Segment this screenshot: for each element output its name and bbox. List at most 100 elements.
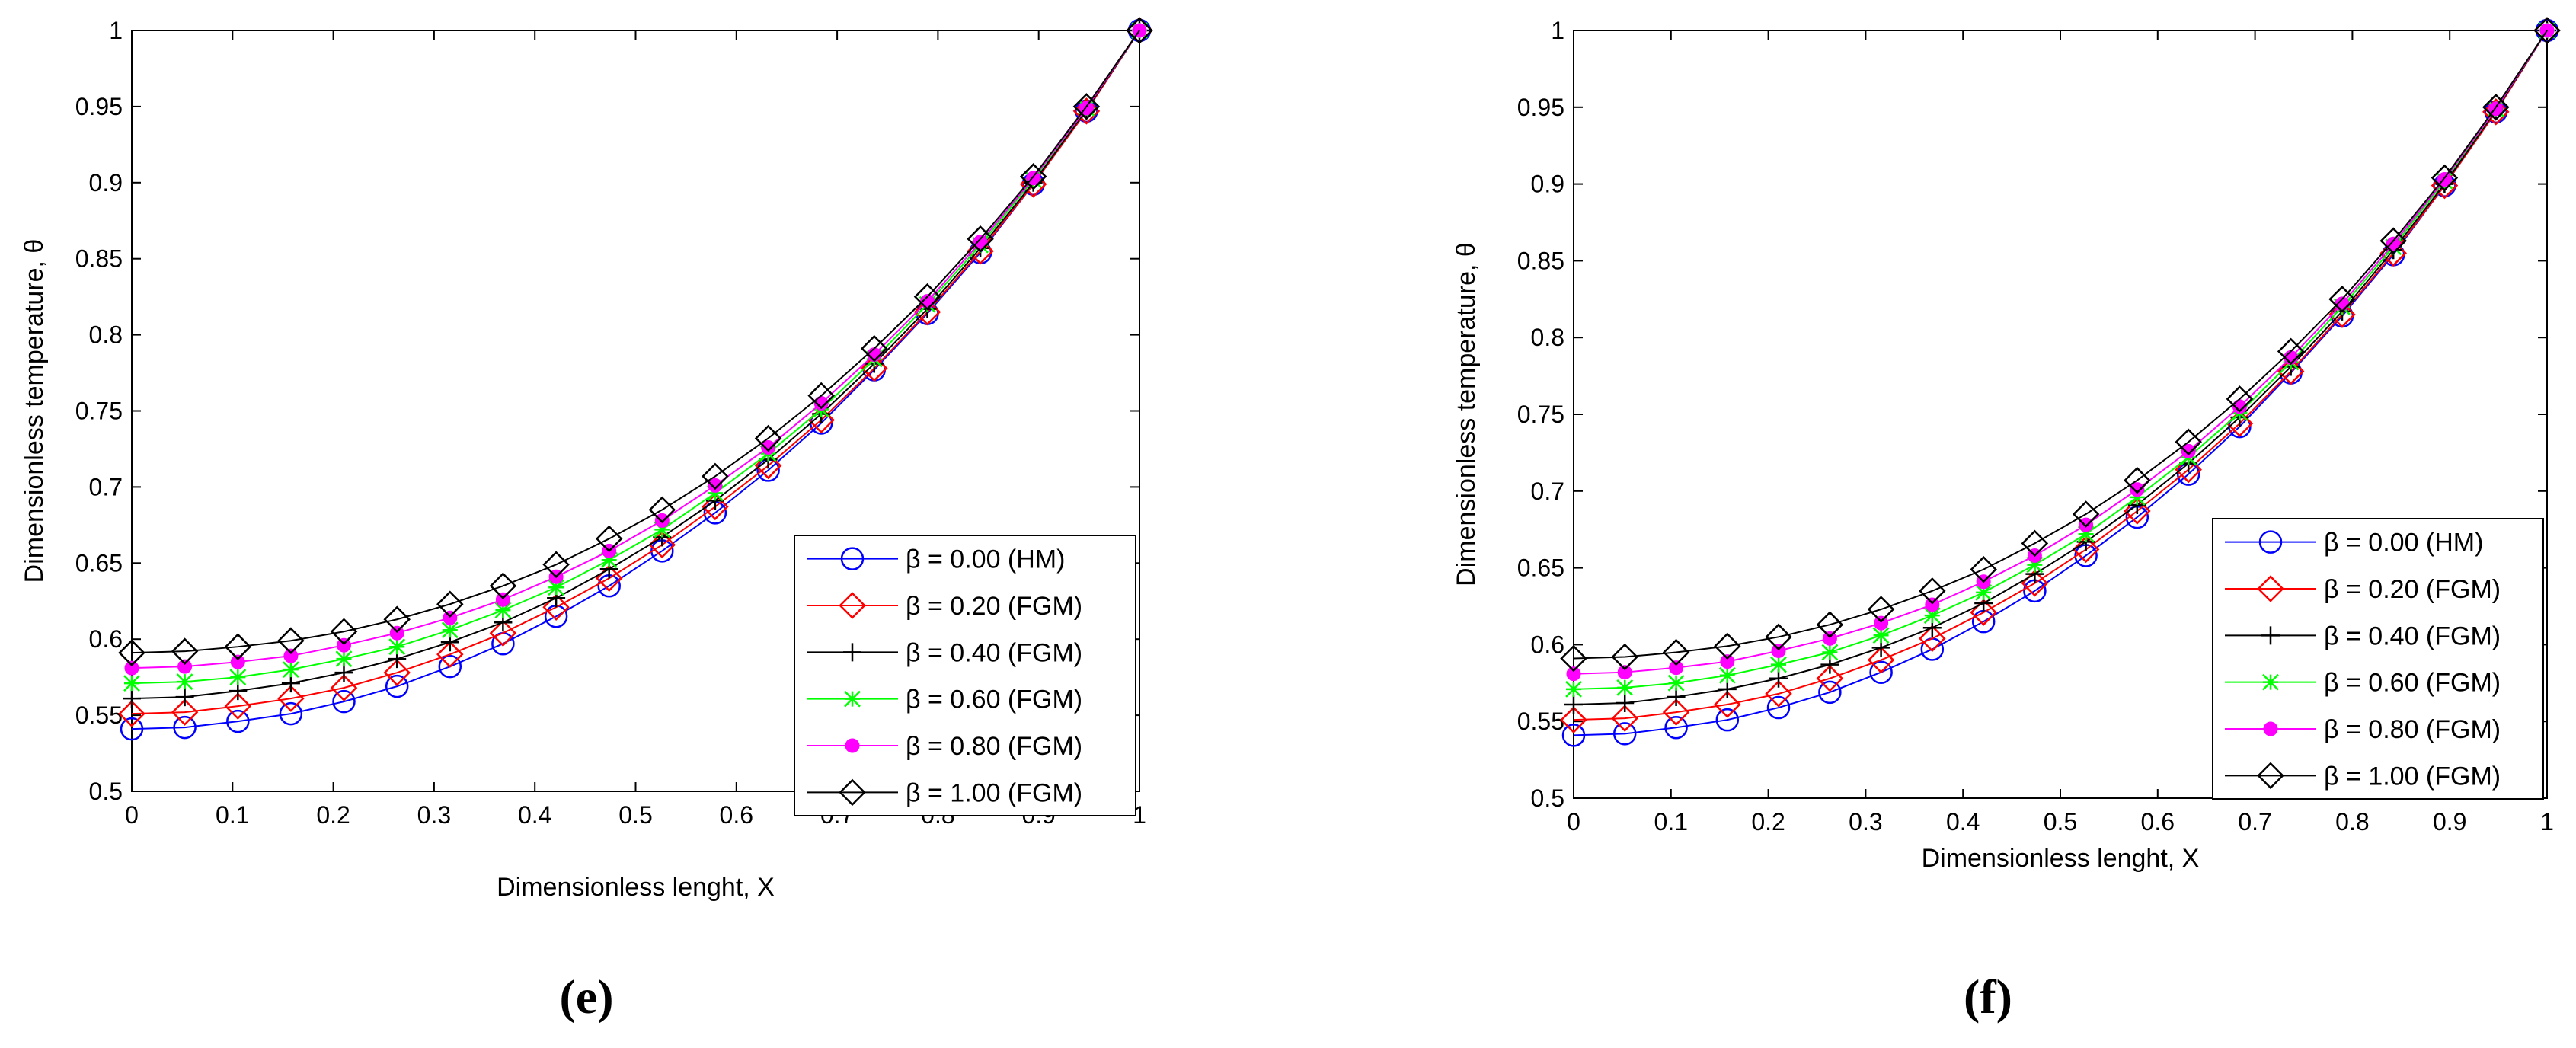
data-point: [761, 439, 776, 455]
chart-panel-f: 0 0.1 0.2 0.3 0.4 0.5 0.6 0.7 0.8 0.9 1 0.5 0.55 0.6 0…: [1452, 17, 2561, 1024]
legend: β = 0.00 (HM) β = 0.20 (FGM) β = 0.40 (FGM…: [794, 535, 1136, 816]
y-tick-label: 0.8: [1531, 324, 1564, 351]
x-tick-label: 0.9: [2433, 808, 2466, 836]
legend: β = 0.00 (HM) β = 0.20 (FGM) β = 0.40 (FGM…: [2212, 518, 2544, 800]
data-point: [595, 525, 623, 553]
x-tick-label: 0.6: [720, 801, 753, 829]
data-point: [2175, 455, 2202, 484]
data-point: [2021, 529, 2049, 558]
data-point: [489, 619, 517, 647]
x-tick-label: 0.3: [417, 801, 451, 829]
series-line: [1573, 30, 2548, 690]
data-point: [383, 659, 411, 686]
data-point: [441, 621, 459, 639]
data-point: [2077, 526, 2095, 543]
data-point: [1072, 97, 1101, 125]
legend-marker: [844, 690, 861, 708]
data-point: [708, 478, 723, 493]
data-point: [648, 496, 676, 524]
data-point: [1564, 695, 1583, 714]
x-tick-label: 0.1: [216, 801, 249, 829]
legend-marker: [2257, 762, 2284, 790]
data-point: [1874, 615, 1889, 631]
data-point: [2226, 385, 2254, 413]
legend-entry-label: β = 0.00 (HM): [906, 545, 1065, 574]
data-point: [1821, 644, 1839, 661]
data-point: [1565, 680, 1582, 698]
y-tick-label: 1: [109, 17, 123, 44]
legend-marker: [839, 592, 866, 619]
data-point: [1611, 643, 1638, 671]
y-tick-label: 0.8: [89, 321, 123, 349]
legend-box: [2212, 518, 2544, 800]
data-point: [1869, 660, 1893, 684]
series-line: [131, 30, 1140, 669]
data-point: [1925, 597, 1940, 612]
x-tick-label: 0.5: [2044, 808, 2077, 836]
data-point: [177, 659, 193, 674]
y-tick-label: 0.65: [75, 549, 123, 577]
chart-panel-e: 0 0.1 0.2 0.3 0.4 0.5 0.6 0.7 0.8 0.9 1 0.5 0.55 0.6 0…: [20, 17, 1153, 1024]
data-point: [1765, 680, 1792, 708]
data-point: [2533, 17, 2561, 44]
data-point: [1818, 680, 1842, 705]
data-point: [2130, 482, 2145, 497]
data-point: [2379, 227, 2407, 254]
data-point: [1560, 644, 1587, 673]
legend-entry-label: β = 0.80 (FGM): [906, 732, 1082, 761]
data-point: [548, 579, 564, 596]
data-point: [2328, 301, 2356, 328]
data-point: [702, 462, 729, 490]
panel-label: (f): [1964, 970, 2012, 1024]
series-line: [1573, 30, 2548, 660]
series-line: [1573, 30, 2548, 675]
data-point: [1019, 163, 1047, 190]
data-point: [913, 298, 941, 326]
data-point: [648, 531, 676, 559]
data-point: [1766, 695, 1791, 720]
data-point: [2072, 535, 2100, 564]
y-tick-label: 0.95: [1517, 94, 1564, 121]
data-point: [1667, 674, 1685, 692]
data-point: [1127, 18, 1152, 43]
y-axis-label: Dimensionless temperature, θ: [1452, 242, 1481, 586]
x-tick-label: 0.2: [316, 801, 350, 829]
y-tick-label: 0.75: [1517, 401, 1564, 428]
y-tick-label: 0.85: [75, 245, 123, 273]
series-1: [1560, 17, 2561, 733]
y-tick-label: 0.7: [1531, 478, 1564, 505]
y-tick-label: 0.5: [1531, 784, 1564, 812]
y-tick-label: 1: [1551, 17, 1564, 44]
legend-marker: [2261, 626, 2280, 645]
legend-entry-label: β = 1.00 (FGM): [906, 778, 1082, 807]
y-tick-label: 0.6: [89, 625, 123, 653]
data-point: [383, 605, 411, 633]
data-point: [967, 225, 994, 253]
x-tick-label: 1: [2540, 808, 2554, 836]
data-point: [654, 521, 671, 538]
data-point: [542, 551, 570, 579]
data-point: [175, 688, 194, 707]
data-point: [1816, 611, 1844, 638]
data-point: [1662, 698, 1690, 726]
data-point: [861, 334, 888, 363]
data-point: [1975, 583, 1993, 601]
data-point: [330, 674, 358, 701]
data-point: [1867, 646, 1895, 674]
series-line: [131, 30, 1140, 730]
series-line: [131, 30, 1140, 654]
data-point: [224, 692, 252, 720]
data-point: [1714, 632, 1741, 660]
data-point: [229, 669, 247, 686]
data-point: [1566, 666, 1581, 682]
data-point: [2431, 164, 2459, 192]
data-point: [224, 633, 252, 660]
y-tick-label: 0.9: [1531, 171, 1564, 198]
legend-marker: [2258, 530, 2283, 554]
series-line: [131, 30, 1140, 700]
x-tick-label: 0.8: [2335, 808, 2369, 836]
legend-marker: [843, 643, 861, 662]
data-point: [438, 654, 462, 679]
y-axis-label: Dimensionless temperature, θ: [20, 239, 49, 583]
